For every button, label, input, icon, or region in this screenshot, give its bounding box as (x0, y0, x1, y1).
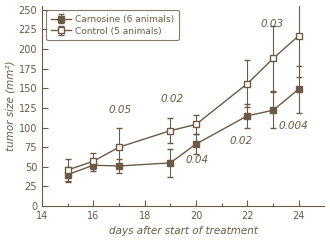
Text: 0.02: 0.02 (229, 136, 252, 146)
Text: 0.03: 0.03 (260, 19, 283, 29)
X-axis label: days after start of treatment: days after start of treatment (109, 227, 258, 236)
Text: 0.05: 0.05 (109, 106, 132, 115)
Text: 0.02: 0.02 (160, 94, 183, 105)
Y-axis label: tumor size (mm²): tumor size (mm²) (6, 61, 16, 151)
Text: 0.04: 0.04 (186, 155, 209, 165)
Legend: Carnosine (6 animals), Control (5 animals): Carnosine (6 animals), Control (5 animal… (47, 10, 179, 40)
Text: 0.004: 0.004 (278, 121, 308, 131)
